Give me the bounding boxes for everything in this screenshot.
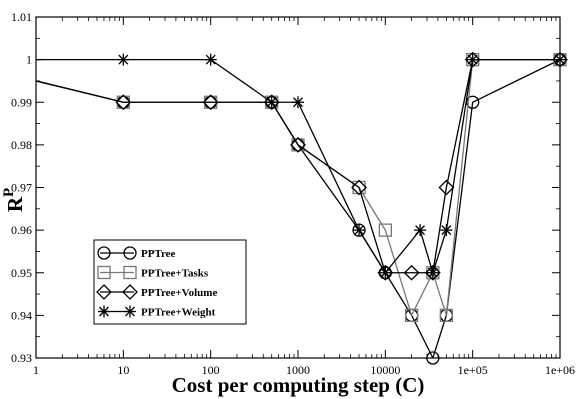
data-point bbox=[439, 308, 454, 323]
legend-label: PPTree bbox=[141, 248, 176, 260]
data-point bbox=[466, 53, 479, 66]
legend-label: PPTree+Tasks bbox=[141, 268, 209, 280]
series-3 bbox=[36, 53, 566, 279]
series-2 bbox=[36, 51, 568, 281]
y-axis-title: RP bbox=[1, 188, 27, 212]
legend-entry: PPTree bbox=[97, 246, 176, 260]
legend-marker bbox=[123, 246, 137, 260]
y-axis-title-main: R bbox=[3, 196, 27, 212]
legend-marker bbox=[97, 246, 111, 260]
y-tick-label: 0.95 bbox=[11, 266, 32, 280]
legend-marker bbox=[97, 265, 111, 280]
data-point bbox=[379, 266, 392, 279]
data-point bbox=[115, 94, 132, 111]
data-point bbox=[426, 266, 439, 279]
y-tick-label: 0.97 bbox=[11, 181, 32, 195]
legend-box bbox=[93, 239, 247, 325]
legend-marker bbox=[96, 284, 112, 300]
data-point bbox=[414, 224, 427, 237]
legend-marker bbox=[122, 284, 138, 300]
x-tick-label: 1 bbox=[33, 363, 39, 377]
data-point bbox=[464, 51, 481, 68]
ticks-layer: 1 10 100 1000 10000 1e+05 1e+06 0.93 0.94 0.95 0.9… bbox=[11, 10, 575, 377]
data-point bbox=[377, 264, 394, 281]
data-point bbox=[265, 96, 278, 109]
y-tick-label: 1.01 bbox=[11, 10, 32, 24]
data-point bbox=[353, 224, 366, 237]
x-tick-label: 10000 bbox=[370, 363, 400, 377]
y-tick-label: 0.94 bbox=[11, 308, 32, 322]
data-point bbox=[291, 138, 305, 152]
data-point bbox=[290, 136, 306, 153]
x-tick-label: 1e+05 bbox=[458, 363, 488, 377]
data-point bbox=[403, 264, 420, 281]
legend: PPTree PPTree+Tasks PPTree+Volume PPTree+We… bbox=[93, 239, 247, 325]
x-tick-label: 1e+06 bbox=[545, 363, 575, 377]
data-point bbox=[292, 96, 304, 109]
data-point bbox=[440, 224, 453, 237]
legend-entry: PPTree+Tasks bbox=[97, 265, 209, 280]
data-point bbox=[351, 179, 367, 196]
y-tick-label: 0.96 bbox=[11, 223, 32, 237]
y-tick-label: 0.99 bbox=[11, 95, 32, 109]
y-tick-label: 0.98 bbox=[11, 138, 32, 152]
data-point bbox=[204, 53, 217, 66]
x-tick-label: 10 bbox=[117, 363, 129, 377]
data-point bbox=[263, 94, 280, 111]
data-point bbox=[438, 179, 455, 196]
data-point bbox=[202, 94, 219, 111]
legend-marker bbox=[98, 305, 110, 318]
legend-label: PPTree+Volume bbox=[141, 287, 217, 299]
legend-label: PPTree+Weight bbox=[141, 307, 216, 319]
series-line-3 bbox=[36, 58, 560, 275]
y-tick-label: 0.93 bbox=[11, 351, 32, 365]
data-point bbox=[404, 308, 419, 323]
legend-entry: PPTree+Volume bbox=[96, 284, 217, 300]
legend-marker bbox=[124, 305, 136, 318]
x-tick-label: 100 bbox=[202, 363, 220, 377]
legend-entry: PPTree+Weight bbox=[98, 305, 216, 319]
x-tick-label: 1000 bbox=[286, 363, 310, 377]
y-axis-title-superscript: P bbox=[1, 188, 17, 197]
data-point bbox=[424, 264, 441, 281]
x-axis-title: Cost per computing step (C) bbox=[172, 373, 425, 397]
series-line-2 bbox=[36, 58, 560, 274]
data-point bbox=[117, 53, 130, 66]
series-layer bbox=[36, 51, 568, 365]
data-point bbox=[378, 223, 392, 237]
y-tick-label: 1 bbox=[26, 53, 32, 67]
legend-marker bbox=[123, 265, 137, 280]
data-point bbox=[352, 180, 366, 195]
